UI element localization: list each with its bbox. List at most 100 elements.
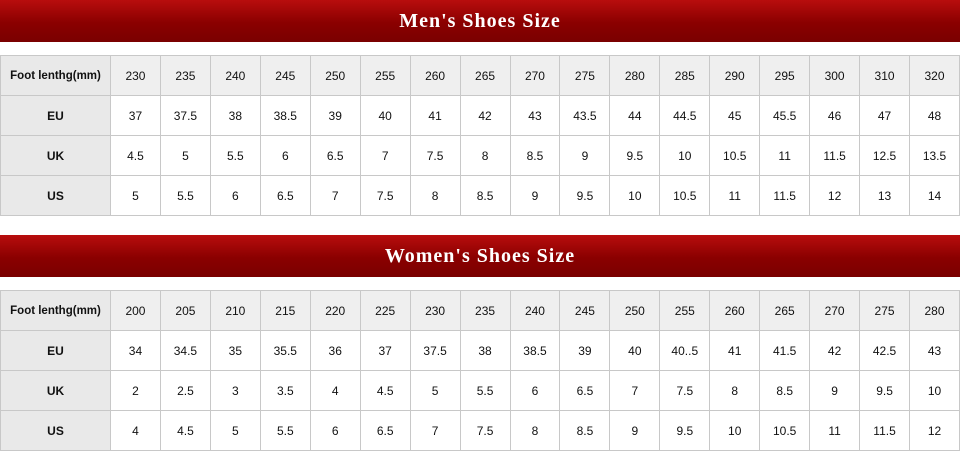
cell: 245 (259, 55, 311, 96)
cell: 42 (809, 330, 861, 371)
cell: 8.5 (509, 135, 561, 176)
cell: 265 (459, 55, 511, 96)
cell: 40 (609, 330, 661, 371)
cell: 8.5 (459, 175, 511, 216)
cell: 235 (459, 290, 511, 331)
cell: 10 (909, 370, 960, 411)
cell: 11 (709, 175, 761, 216)
cell: 34.5 (159, 330, 211, 371)
cell: 4 (309, 370, 361, 411)
cell: 9.5 (659, 410, 711, 451)
cell: 41 (409, 95, 461, 136)
cell: 295 (759, 55, 811, 96)
cell: 38 (459, 330, 511, 371)
cell: 5.5 (459, 370, 511, 411)
cell: 9.5 (859, 370, 910, 411)
cell: 265 (759, 290, 811, 331)
cell: 7.5 (659, 370, 711, 411)
cell: 8 (509, 410, 561, 451)
cell: 8 (709, 370, 761, 411)
cell: 4.5 (110, 135, 161, 176)
cell: 5 (209, 410, 261, 451)
cell: 3 (209, 370, 261, 411)
cell: 48 (909, 95, 960, 136)
cell: 9.5 (559, 175, 611, 216)
header-row: Foot lenthg(mm) 230 235 240 245 250 255 260 265 2… (0, 55, 960, 96)
cell: 250 (309, 55, 361, 96)
cell: 220 (309, 290, 361, 331)
cell: 40 (359, 95, 411, 136)
cell: 5 (110, 175, 161, 216)
cell: 4.5 (159, 410, 211, 451)
cell: 11.5 (759, 175, 811, 216)
cell: 6 (309, 410, 361, 451)
cell: 10.5 (759, 410, 811, 451)
cell: 3.5 (259, 370, 311, 411)
cell: 6 (209, 175, 261, 216)
cell: 8 (409, 175, 461, 216)
cell: 205 (159, 290, 211, 331)
cell: 13.5 (909, 135, 960, 176)
cell: 43.5 (559, 95, 611, 136)
cell: 6 (259, 135, 311, 176)
cell: 5 (159, 135, 211, 176)
cell: 35 (209, 330, 261, 371)
row-label: EU (0, 330, 111, 371)
cell: 2 (110, 370, 161, 411)
cell: 45 (709, 95, 761, 136)
cell: 5.5 (259, 410, 311, 451)
cell: 41.5 (759, 330, 811, 371)
cell: 7.5 (409, 135, 461, 176)
cell: 35.5 (259, 330, 311, 371)
cell: 6 (509, 370, 561, 411)
cell: 7.5 (459, 410, 511, 451)
cell: 12 (809, 175, 861, 216)
cell: 10.5 (659, 175, 711, 216)
cell: 44.5 (659, 95, 711, 136)
cell: 260 (409, 55, 461, 96)
cell: 37.5 (409, 330, 461, 371)
cell: 7.5 (359, 175, 411, 216)
cell: 34 (110, 330, 161, 371)
cell: 46 (809, 95, 861, 136)
cell: 8 (459, 135, 511, 176)
cell: 270 (509, 55, 561, 96)
cell: 275 (859, 290, 910, 331)
cell: 260 (709, 290, 761, 331)
cell: 6.5 (559, 370, 611, 411)
cell: 4 (110, 410, 161, 451)
size-row: EU 37 37.5 38 38.5 39 40 41 42 43 43.5 44 44.5 45 45.5… (0, 95, 960, 136)
cell: 10 (709, 410, 761, 451)
cell: 43 (509, 95, 561, 136)
cell: 2.5 (159, 370, 211, 411)
cell: 41 (709, 330, 761, 371)
cell: 9 (609, 410, 661, 451)
cell: 285 (659, 55, 711, 96)
cell: 225 (359, 290, 411, 331)
cell: 11 (759, 135, 811, 176)
header-row: Foot lenthg(mm) 200 205 210 215 220 225 230 235 2… (0, 290, 960, 331)
section-title: Men's Shoes Size (0, 0, 960, 42)
cell: 37 (359, 330, 411, 371)
row-label: US (0, 410, 111, 451)
row-label: Foot lenthg(mm) (0, 55, 111, 96)
cell: 300 (809, 55, 861, 96)
cell: 44 (609, 95, 661, 136)
cell: 9 (509, 175, 561, 216)
cell: 38.5 (509, 330, 561, 371)
cell: 230 (110, 55, 161, 96)
cell: 10 (609, 175, 661, 216)
cell: 6.5 (259, 175, 311, 216)
cell: 4.5 (359, 370, 411, 411)
cell: 38 (209, 95, 261, 136)
cell: 13 (859, 175, 910, 216)
cell: 11 (809, 410, 861, 451)
cell: 10 (659, 135, 711, 176)
cell: 255 (659, 290, 711, 331)
row-label: UK (0, 135, 111, 176)
size-table: Foot lenthg(mm) 200 205 210 215 220 225 230 235 2… (0, 290, 960, 451)
cell: 9.5 (609, 135, 661, 176)
cell: 43 (909, 330, 960, 371)
cell: 12 (909, 410, 960, 451)
cell: 230 (409, 290, 461, 331)
